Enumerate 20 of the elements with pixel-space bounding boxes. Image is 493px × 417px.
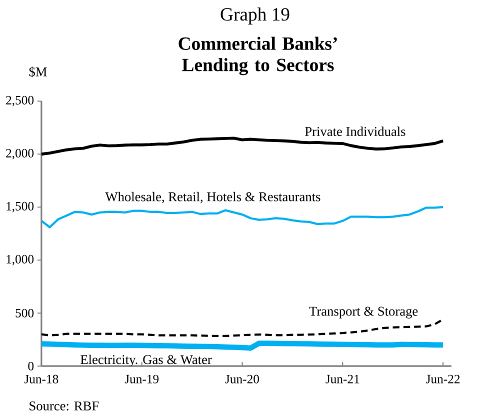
source-note: Source: RBF: [30, 401, 99, 410]
series-label: Transport & Storage: [309, 306, 418, 318]
x-tick-label: Jun-20: [225, 374, 259, 384]
x-tick-label: Jun-18: [24, 374, 58, 384]
series-label: Wholesale, Retail, Hotels & Restaurants: [105, 192, 320, 204]
series-label: Electricity. Gas & Water: [80, 354, 212, 367]
y-tick-label: 500: [16, 308, 34, 318]
x-tick-label: Jun-19: [124, 374, 159, 384]
x-tick-label: Jun-22: [426, 374, 460, 384]
y-tick-label: 2,000: [6, 148, 34, 160]
x-tick-label: Jun-21: [326, 374, 360, 384]
y-tick-label: 1,000: [6, 254, 34, 266]
line-series: [41, 136, 445, 156]
chart-title: Graph 19: [220, 8, 290, 24]
y-tick-label: 2,500: [6, 96, 34, 106]
y-tick-label: 0: [28, 362, 34, 370]
series-label: Private Individuals: [305, 126, 406, 136]
chart-subtitle: Commercial Banks’ Lending to Sectors: [178, 36, 337, 76]
y-tick-label: 1,500: [6, 202, 34, 212]
y-axis-title: $M: [29, 66, 47, 78]
